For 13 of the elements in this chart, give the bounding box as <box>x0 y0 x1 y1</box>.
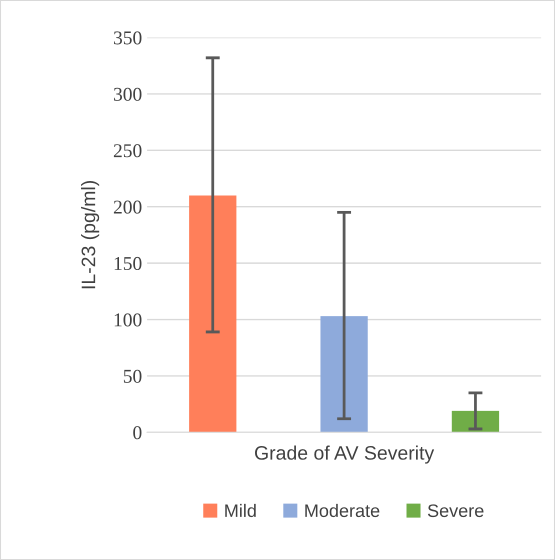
y-tick-label: 150 <box>114 256 142 270</box>
y-tick-label: 50 <box>124 370 142 383</box>
legend-label: Mild <box>225 504 256 518</box>
y-axis-title: IL-23 (pg/ml) <box>81 181 100 288</box>
y-tick-label: 0 <box>133 426 142 440</box>
legend-label: Moderate <box>305 504 380 518</box>
y-tick-label: 250 <box>114 144 142 158</box>
x-axis-title: Grade of AV Severity <box>255 446 434 464</box>
legend-label: Severe <box>428 504 484 518</box>
y-tick-label: 200 <box>114 200 142 214</box>
y-tick-label: 100 <box>114 313 142 326</box>
y-tick-label: 300 <box>114 88 142 101</box>
y-tick-label: 350 <box>114 31 142 44</box>
